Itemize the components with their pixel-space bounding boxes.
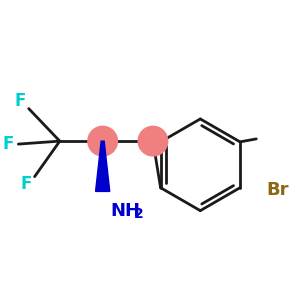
Text: F: F xyxy=(20,175,32,193)
Text: NH: NH xyxy=(110,202,140,220)
Polygon shape xyxy=(96,141,110,191)
Circle shape xyxy=(138,126,168,156)
Text: Br: Br xyxy=(267,181,290,199)
Circle shape xyxy=(88,126,118,156)
Text: 2: 2 xyxy=(134,207,144,220)
Text: F: F xyxy=(14,92,26,110)
Text: F: F xyxy=(3,135,14,153)
